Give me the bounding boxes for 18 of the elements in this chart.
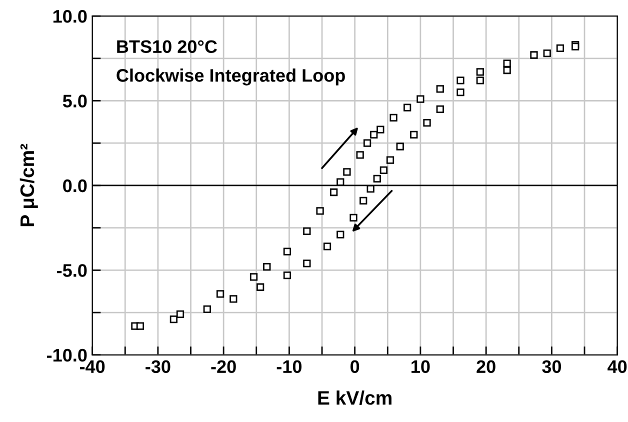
- x-tick-label: -20: [211, 360, 236, 374]
- x-tick-label: -40: [80, 360, 105, 374]
- y-tick-label: -5.0: [57, 264, 87, 277]
- x-axis-title: E kV/cm: [318, 390, 392, 405]
- x-tick-label: 30: [542, 360, 561, 374]
- x-tick-label: 40: [608, 360, 627, 374]
- x-tick-label: 20: [476, 360, 496, 374]
- x-tick-label: -30: [146, 360, 170, 374]
- y-tick-label: 5.0: [62, 94, 87, 108]
- x-tick-label: -10: [276, 360, 302, 374]
- y-axis-title: P μC/cm²: [20, 144, 38, 226]
- y-tick-label: 10.0: [53, 10, 87, 23]
- y-tick-label: -10.0: [47, 348, 87, 362]
- x-tick-label: 10: [412, 360, 430, 374]
- x-tick-label: 0: [350, 360, 360, 374]
- annotation: Clockwise Integrated Loop: [116, 68, 345, 86]
- annotation: BTS10 20°C: [117, 40, 217, 54]
- y-tick-label: 0.0: [63, 179, 87, 192]
